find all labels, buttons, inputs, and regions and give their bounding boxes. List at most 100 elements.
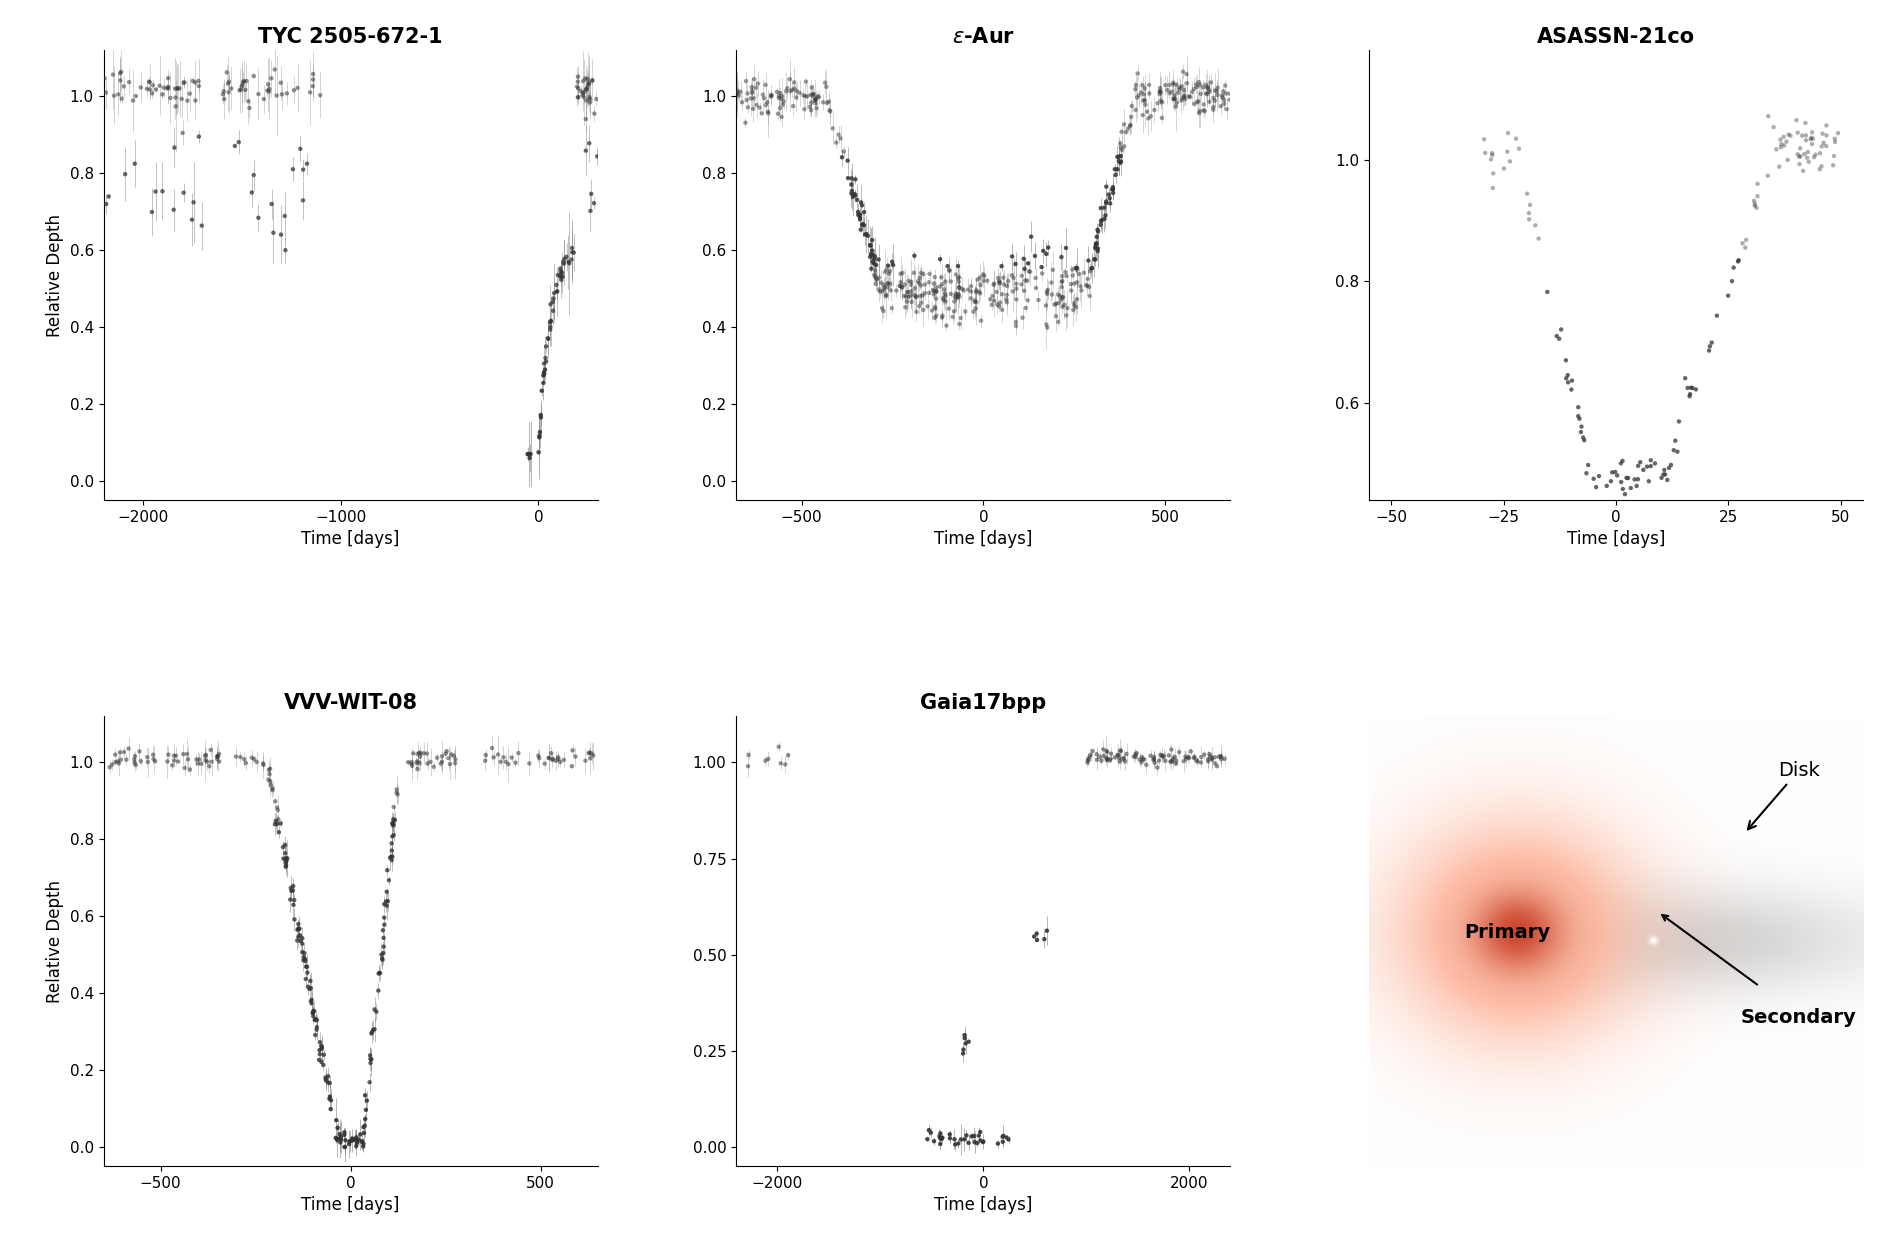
Point bbox=[841, 189, 871, 209]
Point bbox=[192, 751, 222, 771]
Point bbox=[1086, 198, 1116, 218]
Point bbox=[136, 71, 166, 92]
Point bbox=[1206, 97, 1236, 117]
Point bbox=[169, 183, 199, 203]
X-axis label: Time [days]: Time [days] bbox=[933, 530, 1033, 548]
Point bbox=[764, 98, 794, 118]
Point bbox=[907, 286, 937, 306]
Point bbox=[367, 948, 397, 968]
Point bbox=[1112, 744, 1142, 764]
Point bbox=[290, 949, 320, 969]
Point bbox=[875, 281, 905, 301]
Point bbox=[1664, 411, 1694, 431]
Point bbox=[119, 750, 149, 770]
Point bbox=[1801, 144, 1831, 164]
Point bbox=[1031, 317, 1061, 337]
Point bbox=[1622, 455, 1652, 475]
Point bbox=[928, 306, 958, 326]
Point bbox=[1165, 78, 1195, 98]
Point bbox=[376, 846, 407, 867]
Point bbox=[243, 84, 273, 104]
Point bbox=[917, 1122, 947, 1142]
Point bbox=[1206, 749, 1236, 769]
Point bbox=[209, 89, 239, 109]
Point bbox=[262, 811, 292, 831]
Point bbox=[514, 448, 544, 468]
Point bbox=[538, 283, 568, 303]
Point bbox=[1080, 238, 1110, 258]
Point bbox=[305, 1045, 335, 1065]
Point bbox=[1080, 250, 1110, 270]
Point bbox=[484, 745, 514, 765]
Point bbox=[1632, 456, 1662, 477]
Point bbox=[1033, 237, 1063, 257]
Point bbox=[890, 275, 920, 295]
Point bbox=[1009, 248, 1039, 268]
Point bbox=[1613, 468, 1643, 488]
Point bbox=[821, 133, 851, 153]
Point bbox=[572, 69, 602, 89]
Point bbox=[367, 949, 397, 969]
Point bbox=[764, 737, 794, 757]
Point bbox=[350, 1109, 380, 1129]
Point bbox=[158, 750, 188, 770]
Point bbox=[348, 1136, 378, 1156]
Point bbox=[1124, 85, 1154, 105]
Point bbox=[378, 815, 408, 835]
Point bbox=[301, 1025, 331, 1045]
Point bbox=[762, 82, 792, 102]
Point bbox=[568, 83, 598, 103]
Point bbox=[1696, 336, 1726, 356]
Point bbox=[90, 83, 120, 103]
Point bbox=[307, 1037, 337, 1057]
Point bbox=[1159, 89, 1189, 109]
Point bbox=[425, 754, 455, 774]
Point bbox=[973, 271, 1003, 291]
Point bbox=[1073, 276, 1103, 296]
Point bbox=[736, 88, 766, 108]
Point bbox=[1649, 460, 1679, 480]
Point bbox=[262, 85, 292, 105]
Point bbox=[1063, 263, 1093, 283]
Point bbox=[1001, 290, 1031, 310]
Point bbox=[322, 1117, 352, 1137]
Point bbox=[1669, 369, 1699, 389]
Point bbox=[1001, 316, 1031, 336]
Point bbox=[1107, 122, 1137, 142]
Point bbox=[1769, 127, 1799, 147]
Point bbox=[534, 320, 565, 340]
Point bbox=[1182, 76, 1212, 97]
Point bbox=[1088, 740, 1118, 760]
Point bbox=[1769, 135, 1799, 155]
Point bbox=[945, 278, 975, 298]
Point bbox=[359, 999, 390, 1020]
Point bbox=[896, 272, 926, 292]
Point bbox=[858, 250, 888, 270]
Point bbox=[1041, 293, 1071, 314]
Point bbox=[348, 1134, 378, 1154]
Point bbox=[378, 810, 408, 830]
Point bbox=[297, 1006, 327, 1026]
Point bbox=[1144, 82, 1174, 102]
Point bbox=[1122, 88, 1152, 108]
Point bbox=[297, 1003, 327, 1023]
Point bbox=[1105, 740, 1135, 760]
Point bbox=[305, 85, 335, 105]
Point bbox=[98, 755, 128, 775]
Point bbox=[875, 261, 905, 281]
Point bbox=[751, 751, 781, 771]
Point bbox=[1573, 455, 1603, 475]
Point bbox=[286, 930, 316, 951]
Point bbox=[798, 85, 828, 105]
Point bbox=[141, 79, 171, 99]
Text: Disk: Disk bbox=[1748, 761, 1820, 829]
Point bbox=[531, 336, 561, 356]
Point bbox=[233, 92, 263, 112]
Point bbox=[800, 93, 830, 113]
Point bbox=[740, 69, 770, 89]
Point bbox=[1186, 752, 1216, 772]
Point bbox=[939, 291, 969, 311]
Point bbox=[139, 751, 169, 771]
Point bbox=[137, 83, 167, 103]
Point bbox=[1208, 94, 1238, 114]
